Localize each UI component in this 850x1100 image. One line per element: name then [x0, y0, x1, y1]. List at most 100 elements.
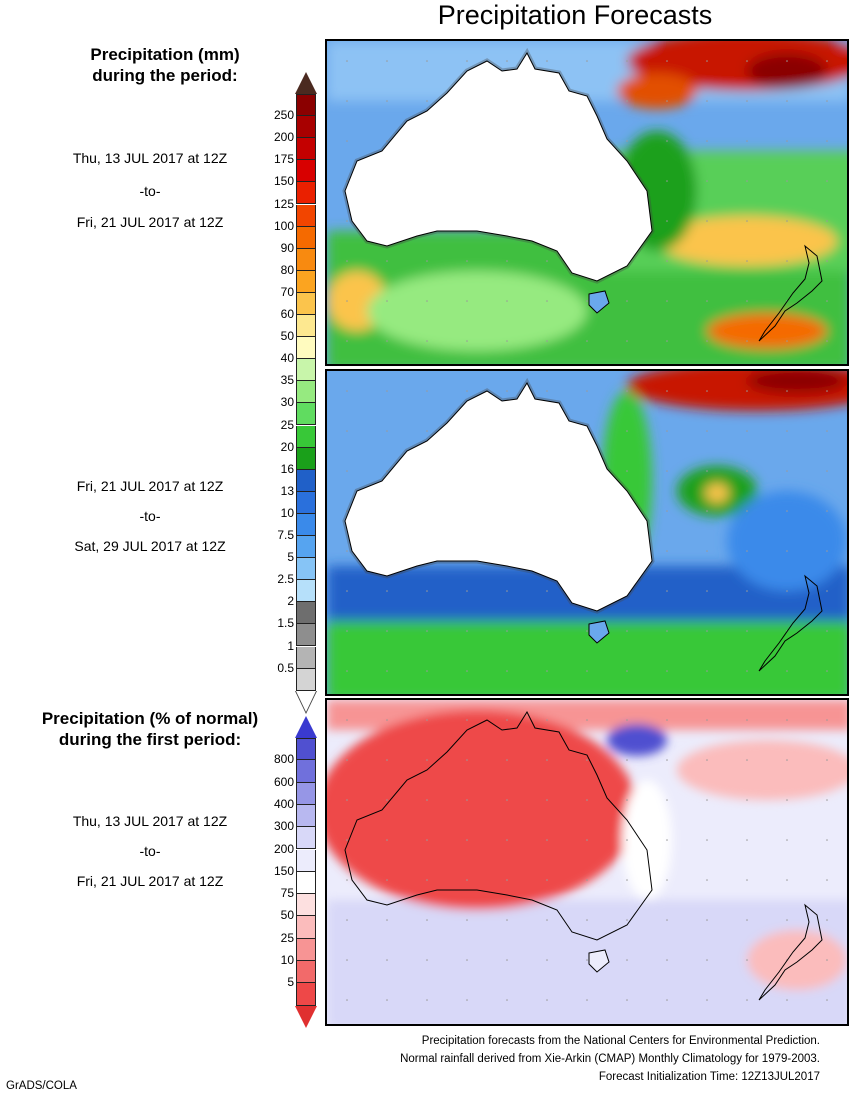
colorbar-tick-label: 200	[273, 130, 294, 145]
legend-mm-heading-line2: during the period:	[92, 66, 238, 85]
colorbar-tick-label: 5	[287, 975, 294, 990]
colorbar-segment	[296, 513, 316, 536]
colorbar-segment	[296, 938, 316, 961]
map-week2	[327, 371, 847, 694]
colorbar-segment	[296, 646, 316, 669]
colorbar-tick-label: 2	[287, 594, 294, 609]
colorbar-segment	[296, 381, 316, 404]
colorbar-tick-label: 10	[280, 953, 294, 967]
page-title: Precipitation Forecasts	[437, 0, 713, 30]
map-panel-week1	[325, 39, 849, 366]
colorbar-bottom-arrow	[296, 690, 316, 712]
colorbar-tick-label: 70	[280, 284, 294, 299]
footer-line2: Normal rainfall derived from Xie-Arkin (…	[400, 1053, 820, 1065]
colorbar-tick-label: 16	[280, 461, 294, 476]
colorbar-tick-label: 2.5	[277, 572, 294, 587]
colorbar-segment	[296, 558, 316, 581]
colorbar-tick-label: 1	[287, 638, 294, 653]
colorbar-tick-label: 25	[280, 417, 294, 432]
colorbar-bottom-arrow	[295, 1005, 317, 1028]
colorbar-segment	[296, 425, 316, 448]
colorbar-segment	[296, 602, 316, 625]
map-panel-percent-normal	[325, 698, 849, 1026]
colorbar-segment	[296, 315, 316, 338]
colorbar-segment	[296, 226, 316, 249]
period3-end: Fri, 21 JUL 2017 at 12Z	[76, 873, 224, 889]
period2-start: Fri, 21 JUL 2017 at 12Z	[76, 478, 224, 494]
colorbar-segment	[296, 270, 316, 293]
colorbar-tick-label: 125	[273, 196, 294, 211]
period3-start: Thu, 13 JUL 2017 at 12Z	[72, 813, 228, 829]
colorbar-segment	[296, 983, 316, 1006]
colorbar-tick-label: 75	[280, 886, 294, 901]
colorbar-segment	[296, 738, 316, 761]
colorbar-segment	[296, 849, 316, 872]
period2-end: Sat, 29 JUL 2017 at 12Z	[74, 538, 226, 554]
colorbar-segment	[296, 827, 316, 850]
legend-mm-heading-line1: Precipitation (mm)	[90, 45, 240, 64]
colorbar-tick-label: 7.5	[277, 528, 294, 542]
colorbar-segment	[296, 782, 316, 805]
colorbar-tick-label: 20	[280, 439, 294, 454]
colorbar-tick-label: 10	[280, 505, 294, 520]
colorbar-tick-label: 400	[273, 796, 294, 811]
colorbar-tick-label: 90	[280, 240, 294, 255]
period1-sep: -to-	[139, 183, 161, 199]
period1-start: Thu, 13 JUL 2017 at 12Z	[72, 150, 228, 166]
colorbar-segment	[296, 491, 316, 514]
colorbar-tick-label: 25	[280, 930, 294, 945]
colorbar-segment	[296, 668, 316, 691]
colorbar-tick-label: 50	[280, 329, 294, 344]
colorbar-tick-label: 600	[273, 774, 294, 789]
colorbar-tick-label: 35	[280, 373, 294, 388]
legend-pct-heading-line1: Precipitation (% of normal)	[41, 709, 259, 728]
colorbar-tick-label: 5	[287, 550, 294, 565]
colorbar-segment	[296, 160, 316, 183]
colorbar-segment	[296, 116, 316, 139]
map-panel-week2	[325, 369, 849, 696]
colorbar-tick-label: 80	[280, 262, 294, 277]
colorbar-tick-label: 150	[273, 174, 294, 189]
colorbar-tick-label: 0.5	[277, 660, 294, 675]
period3-sep: -to-	[139, 843, 161, 859]
colorbar-segment	[296, 871, 316, 895]
colorbar-tick-label: 800	[273, 752, 294, 767]
colorbar-tick-label: 1.5	[277, 616, 294, 631]
colorbar-tick-label: 30	[280, 395, 294, 410]
colorbar-segment	[296, 182, 316, 205]
colorbar-segment	[296, 894, 316, 917]
colorbar-segment	[296, 94, 316, 117]
legend-pct-heading: Precipitation (% of normal) during the f…	[0, 708, 300, 750]
colorbar-tick-label: 40	[280, 351, 294, 366]
colorbar-segment	[296, 292, 316, 315]
colorbar-tick-label: 60	[280, 307, 294, 321]
colorbar-segment	[296, 536, 316, 559]
map-percent-normal	[327, 700, 847, 1024]
footer-notes: Precipitation forecasts from the Nationa…	[400, 1032, 820, 1086]
colorbar-top-arrow	[295, 716, 317, 738]
period1-end: Fri, 21 JUL 2017 at 12Z	[76, 214, 224, 230]
colorbar-segment	[296, 359, 316, 382]
colorbar-segment	[296, 204, 316, 227]
colorbar-segment	[296, 248, 316, 271]
colorbar-top-arrow	[295, 72, 317, 94]
grads-credit: GrADS/COLA	[6, 1080, 77, 1092]
colorbar-segment	[296, 961, 316, 984]
map-week1	[327, 41, 847, 364]
colorbar-tick-label: 200	[273, 841, 294, 856]
colorbar-segment	[296, 447, 316, 470]
colorbar-segment	[296, 337, 316, 360]
colorbar-tick-label: 250	[273, 108, 294, 123]
colorbar-tick-label: 13	[280, 483, 294, 498]
colorbar-segment	[296, 580, 316, 603]
colorbar-segment	[296, 760, 316, 783]
colorbar-segment	[296, 804, 316, 828]
legend-pct-heading-line2: during the first period:	[58, 730, 242, 749]
colorbar-segment	[296, 403, 316, 426]
colorbar-tick-label: 300	[273, 819, 294, 834]
period2-sep: -to-	[139, 508, 161, 524]
legend-mm-heading: Precipitation (mm) during the period:	[20, 44, 310, 86]
footer-line1: Precipitation forecasts from the Nationa…	[421, 1035, 820, 1047]
colorbar-segment	[296, 138, 316, 161]
colorbar-tick-label: 100	[273, 218, 294, 233]
